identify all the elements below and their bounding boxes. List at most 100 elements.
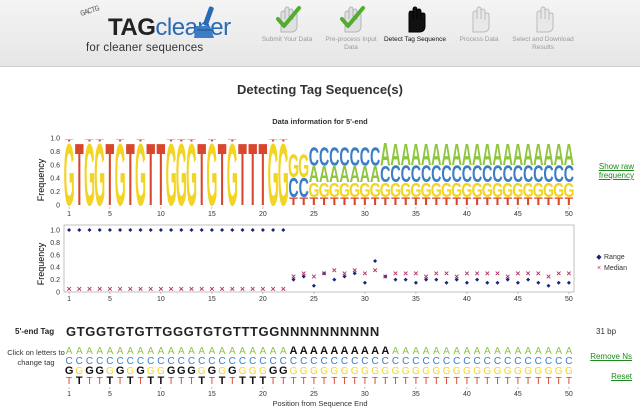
base-cell-A[interactable]: A bbox=[158, 346, 165, 357]
base-cell-C[interactable]: C bbox=[565, 356, 572, 367]
base-cell-G[interactable]: G bbox=[371, 366, 379, 377]
base-cell-A[interactable]: A bbox=[168, 346, 175, 357]
base-cell-C[interactable]: C bbox=[494, 356, 501, 367]
base-cell-A[interactable]: A bbox=[66, 346, 73, 357]
base-cell-A[interactable]: A bbox=[341, 345, 349, 357]
tagcleaner-logo[interactable]: GACTG TAGcleaner for cleaner sequences bbox=[79, 4, 260, 62]
base-cell-G[interactable]: G bbox=[402, 366, 410, 377]
base-cell-T[interactable]: T bbox=[188, 376, 194, 387]
base-cell-C[interactable]: C bbox=[555, 356, 562, 367]
base-cell-C[interactable]: C bbox=[290, 356, 297, 367]
base-cell-C[interactable]: C bbox=[167, 356, 174, 367]
base-cell-C[interactable]: C bbox=[473, 356, 480, 367]
base-cell-G[interactable]: G bbox=[310, 366, 318, 377]
base-cell-C[interactable]: C bbox=[341, 356, 348, 367]
step-download-results[interactable]: Select and Download Results bbox=[511, 4, 575, 64]
step-preprocess[interactable]: Pre-process Input Data bbox=[319, 4, 383, 64]
base-cell-G[interactable]: G bbox=[126, 366, 134, 377]
base-cell-A[interactable]: A bbox=[310, 345, 318, 357]
base-cell-A[interactable]: A bbox=[229, 346, 236, 357]
base-cell-A[interactable]: A bbox=[137, 346, 144, 357]
base-cell-C[interactable]: C bbox=[178, 356, 185, 367]
base-cell-C[interactable]: C bbox=[453, 356, 460, 367]
base-cell-T[interactable]: T bbox=[270, 376, 276, 387]
base-cell-C[interactable]: C bbox=[382, 356, 389, 367]
base-cell-T[interactable]: T bbox=[249, 375, 256, 387]
base-cell-A[interactable]: A bbox=[351, 345, 359, 357]
base-cell-T[interactable]: T bbox=[505, 376, 511, 387]
base-cell-T[interactable]: T bbox=[260, 375, 267, 387]
base-cell-A[interactable]: A bbox=[239, 346, 246, 357]
base-cell-G[interactable]: G bbox=[116, 365, 125, 377]
base-cell-G[interactable]: G bbox=[95, 365, 104, 377]
base-cell-C[interactable]: C bbox=[65, 356, 72, 367]
base-cell-A[interactable]: A bbox=[413, 346, 420, 357]
base-cell-T[interactable]: T bbox=[127, 375, 134, 387]
base-cell-C[interactable]: C bbox=[116, 356, 123, 367]
base-cell-C[interactable]: C bbox=[218, 356, 225, 367]
base-cell-T[interactable]: T bbox=[86, 376, 92, 387]
base-cell-C[interactable]: C bbox=[463, 356, 470, 367]
base-cell-T[interactable]: T bbox=[525, 376, 531, 387]
base-cell-C[interactable]: C bbox=[524, 356, 531, 367]
base-cell-T[interactable]: T bbox=[556, 376, 562, 387]
base-cell-C[interactable]: C bbox=[106, 356, 113, 367]
base-cell-A[interactable]: A bbox=[545, 346, 552, 357]
base-cell-G[interactable]: G bbox=[218, 366, 226, 377]
base-cell-C[interactable]: C bbox=[331, 356, 338, 367]
base-cell-G[interactable]: G bbox=[65, 365, 74, 377]
base-cell-T[interactable]: T bbox=[97, 376, 103, 387]
base-cell-T[interactable]: T bbox=[168, 376, 174, 387]
base-cell-A[interactable]: A bbox=[494, 346, 501, 357]
base-cell-C[interactable]: C bbox=[484, 356, 491, 367]
base-cell-A[interactable]: A bbox=[555, 346, 562, 357]
base-cell-A[interactable]: A bbox=[474, 346, 481, 357]
base-cell-C[interactable]: C bbox=[433, 356, 440, 367]
base-cell-G[interactable]: G bbox=[187, 365, 196, 377]
base-cell-A[interactable]: A bbox=[484, 346, 491, 357]
base-cell-G[interactable]: G bbox=[565, 366, 573, 377]
base-cell-A[interactable]: A bbox=[249, 346, 256, 357]
base-cell-C[interactable]: C bbox=[514, 356, 521, 367]
base-cell-G[interactable]: G bbox=[300, 366, 308, 377]
base-cell-A[interactable]: A bbox=[330, 345, 338, 357]
base-cell-C[interactable]: C bbox=[545, 356, 552, 367]
base-cell-G[interactable]: G bbox=[483, 366, 491, 377]
base-cell-T[interactable]: T bbox=[280, 376, 286, 387]
base-cell-A[interactable]: A bbox=[86, 346, 93, 357]
base-cell-G[interactable]: G bbox=[504, 366, 512, 377]
base-cell-T[interactable]: T bbox=[158, 375, 165, 387]
base-cell-T[interactable]: T bbox=[66, 376, 72, 387]
base-cell-A[interactable]: A bbox=[535, 346, 542, 357]
base-cell-G[interactable]: G bbox=[106, 366, 114, 377]
base-cell-A[interactable]: A bbox=[464, 346, 471, 357]
base-cell-T[interactable]: T bbox=[198, 375, 205, 387]
base-cell-A[interactable]: A bbox=[566, 346, 573, 357]
base-cell-G[interactable]: G bbox=[208, 365, 217, 377]
base-cell-C[interactable]: C bbox=[402, 356, 409, 367]
base-cell-T[interactable]: T bbox=[392, 376, 398, 387]
base-cell-C[interactable]: C bbox=[86, 356, 93, 367]
base-cell-G[interactable]: G bbox=[136, 365, 145, 377]
base-cell-A[interactable]: A bbox=[525, 346, 532, 357]
base-cell-A[interactable]: A bbox=[320, 345, 328, 357]
base-cell-G[interactable]: G bbox=[85, 365, 94, 377]
base-cell-A[interactable]: A bbox=[371, 345, 379, 357]
base-cell-G[interactable]: G bbox=[341, 366, 349, 377]
base-cell-C[interactable]: C bbox=[239, 356, 246, 367]
base-cell-A[interactable]: A bbox=[96, 346, 103, 357]
base-cell-T[interactable]: T bbox=[413, 376, 419, 387]
base-cell-A[interactable]: A bbox=[280, 346, 287, 357]
show-raw-frequency-link[interactable]: Show raw frequency bbox=[598, 162, 634, 180]
base-cell-T[interactable]: T bbox=[219, 375, 226, 387]
base-cell-A[interactable]: A bbox=[402, 346, 409, 357]
base-cell-A[interactable]: A bbox=[76, 346, 83, 357]
base-cell-A[interactable]: A bbox=[453, 346, 460, 357]
base-cell-T[interactable]: T bbox=[239, 375, 246, 387]
base-cell-T[interactable]: T bbox=[362, 376, 368, 387]
step-submit-data[interactable]: Submit Your Data bbox=[255, 4, 319, 64]
base-cell-C[interactable]: C bbox=[96, 356, 103, 367]
base-cell-C[interactable]: C bbox=[371, 356, 378, 367]
base-cell-T[interactable]: T bbox=[178, 376, 184, 387]
base-cell-T[interactable]: T bbox=[484, 376, 490, 387]
